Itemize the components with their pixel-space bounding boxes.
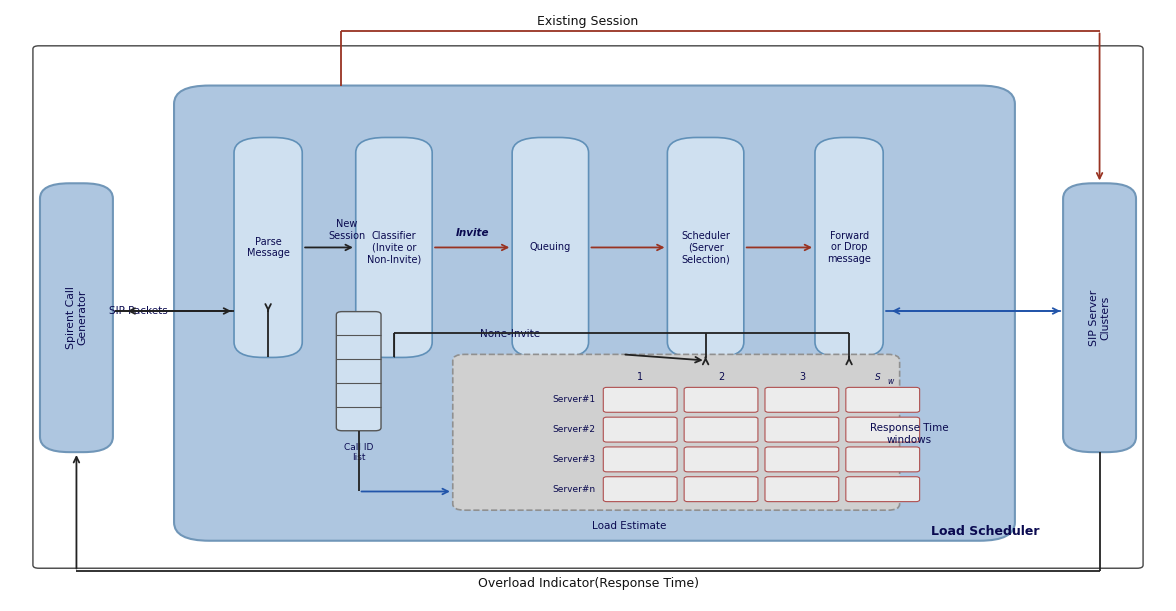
Text: Overload Indicator(Response Time): Overload Indicator(Response Time) xyxy=(477,577,699,590)
FancyBboxPatch shape xyxy=(815,137,883,357)
FancyBboxPatch shape xyxy=(174,86,1015,541)
Text: Spirent Call
Generator: Spirent Call Generator xyxy=(66,287,87,349)
Text: Invite: Invite xyxy=(456,229,489,238)
FancyBboxPatch shape xyxy=(846,447,920,472)
Text: Call ID
list: Call ID list xyxy=(345,443,373,463)
FancyBboxPatch shape xyxy=(684,477,757,502)
Text: Load Estimate: Load Estimate xyxy=(592,521,667,530)
FancyBboxPatch shape xyxy=(684,417,757,442)
Text: Response Time
windows: Response Time windows xyxy=(870,423,949,445)
FancyBboxPatch shape xyxy=(1063,183,1136,452)
FancyBboxPatch shape xyxy=(603,387,677,412)
FancyBboxPatch shape xyxy=(40,183,113,452)
Text: Parse
Message: Parse Message xyxy=(247,236,289,258)
Text: SIP Packets: SIP Packets xyxy=(109,306,168,316)
FancyBboxPatch shape xyxy=(603,417,677,442)
FancyBboxPatch shape xyxy=(764,387,838,412)
FancyBboxPatch shape xyxy=(453,354,900,510)
Text: 1: 1 xyxy=(637,372,643,382)
Text: S: S xyxy=(875,373,881,382)
FancyBboxPatch shape xyxy=(764,447,838,472)
FancyBboxPatch shape xyxy=(355,137,433,357)
FancyBboxPatch shape xyxy=(846,477,920,502)
FancyBboxPatch shape xyxy=(513,137,588,357)
Text: 3: 3 xyxy=(799,372,804,382)
Text: Load Scheduler: Load Scheduler xyxy=(931,525,1040,538)
FancyBboxPatch shape xyxy=(684,387,757,412)
Text: Forward
or Drop
message: Forward or Drop message xyxy=(827,231,871,264)
Text: Server#2: Server#2 xyxy=(552,425,595,434)
Text: w: w xyxy=(888,377,894,386)
Text: New
Session: New Session xyxy=(328,219,366,241)
Text: Scheduler
(Server
Selection): Scheduler (Server Selection) xyxy=(681,231,730,264)
Text: Queuing: Queuing xyxy=(529,243,572,252)
FancyBboxPatch shape xyxy=(668,137,744,357)
FancyBboxPatch shape xyxy=(846,387,920,412)
Text: 2: 2 xyxy=(717,372,724,382)
Text: Existing Session: Existing Session xyxy=(537,15,639,28)
FancyBboxPatch shape xyxy=(684,447,757,472)
Text: Server#n: Server#n xyxy=(552,485,595,494)
Text: Server#1: Server#1 xyxy=(552,395,595,404)
FancyBboxPatch shape xyxy=(603,447,677,472)
FancyBboxPatch shape xyxy=(336,312,381,431)
Text: Classifier
(Invite or
Non-Invite): Classifier (Invite or Non-Invite) xyxy=(367,231,421,264)
Text: Server#3: Server#3 xyxy=(552,455,595,464)
Text: None-Invite: None-Invite xyxy=(480,329,540,339)
FancyBboxPatch shape xyxy=(764,417,838,442)
FancyBboxPatch shape xyxy=(234,137,302,357)
Text: SIP Server
Clusters: SIP Server Clusters xyxy=(1089,290,1110,346)
FancyBboxPatch shape xyxy=(603,477,677,502)
FancyBboxPatch shape xyxy=(764,477,838,502)
FancyBboxPatch shape xyxy=(846,417,920,442)
